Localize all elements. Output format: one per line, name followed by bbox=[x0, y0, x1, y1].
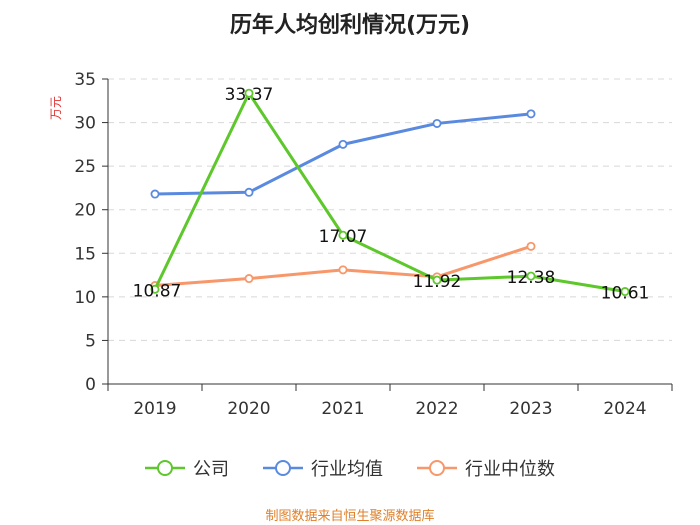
data-label-company-2022: 11.92 bbox=[413, 272, 462, 292]
chart-title: 历年人均创利情况(万元) bbox=[230, 12, 470, 38]
series-line-industry_avg bbox=[154, 112, 532, 196]
source-note: 制图数据来自恒生聚源数据库 bbox=[265, 508, 434, 524]
y-axis-label: 万元 bbox=[49, 96, 63, 120]
data-point-company-2022[interactable] bbox=[432, 275, 442, 285]
data-point-industry_median-2023[interactable] bbox=[526, 241, 536, 251]
data-point-industry_avg-2020[interactable] bbox=[244, 187, 254, 197]
legend-label-company: 公司 bbox=[193, 459, 229, 480]
data-label-company-2021: 17.07 bbox=[319, 227, 368, 247]
grid-lines bbox=[108, 78, 672, 341]
data-label-company-2020: 33.37 bbox=[225, 85, 274, 105]
legend-item-industry_median[interactable]: 行业中位数 bbox=[417, 459, 555, 480]
data-point-company-2019[interactable] bbox=[150, 284, 160, 294]
series-company bbox=[150, 88, 630, 297]
x-tick-label-2024: 2024 bbox=[603, 399, 646, 419]
y-tick-label-10: 10 bbox=[74, 288, 96, 308]
data-point-industry_avg-2023[interactable] bbox=[526, 109, 536, 119]
data-labels: 10.87 33.37 17.07 11.92 12.38 10.61 bbox=[133, 85, 650, 303]
y-tick-label-30: 30 bbox=[74, 114, 96, 134]
legend-item-company[interactable]: 公司 bbox=[145, 459, 229, 480]
data-label-company-2023: 12.38 bbox=[507, 268, 556, 288]
x-tick-label-2022: 2022 bbox=[415, 399, 458, 419]
series-lines bbox=[150, 88, 630, 297]
data-point-industry_avg-2021[interactable] bbox=[338, 139, 348, 149]
legend-marker-company bbox=[157, 460, 173, 476]
data-label-company-2024: 10.61 bbox=[601, 284, 650, 304]
data-point-company-2020[interactable] bbox=[244, 88, 254, 98]
legend: 公司 行业均值 行业中位数 bbox=[145, 459, 555, 480]
legend-item-industry_avg[interactable]: 行业均值 bbox=[263, 459, 383, 480]
y-tick-label-20: 20 bbox=[74, 201, 96, 221]
x-tick-label-2019: 2019 bbox=[133, 399, 176, 419]
y-tick-label-25: 25 bbox=[74, 157, 96, 177]
data-point-company-2024[interactable] bbox=[620, 287, 630, 297]
legend-label-industry_median: 行业中位数 bbox=[465, 459, 555, 480]
data-point-industry_median-2021[interactable] bbox=[338, 265, 348, 275]
data-point-industry_avg-2022[interactable] bbox=[432, 118, 442, 128]
legend-marker-industry_avg bbox=[275, 460, 291, 476]
y-tick-label-35: 35 bbox=[74, 70, 96, 90]
data-point-company-2021[interactable] bbox=[338, 230, 348, 240]
data-point-industry_median-2020[interactable] bbox=[244, 274, 254, 284]
axes: 0 5 10 15 20 25 30 35 2019 2020 2021 2022 2023 2024 bbox=[74, 70, 673, 419]
y-tick-label-15: 15 bbox=[74, 244, 96, 264]
series-line-company bbox=[153, 91, 626, 294]
legend-marker-industry_median bbox=[429, 460, 445, 476]
data-point-company-2023[interactable] bbox=[526, 271, 536, 281]
legend-label-industry_avg: 行业均值 bbox=[311, 459, 383, 480]
data-label-company-2019: 10.87 bbox=[133, 281, 182, 301]
x-tick-label-2020: 2020 bbox=[227, 399, 270, 419]
x-tick-label-2021: 2021 bbox=[321, 399, 364, 419]
series-industry_median bbox=[150, 241, 536, 291]
data-point-industry_avg-2019[interactable] bbox=[150, 189, 160, 199]
y-tick-label-0: 0 bbox=[85, 375, 96, 395]
series-industry_avg bbox=[150, 109, 536, 199]
y-tick-label-5: 5 bbox=[85, 331, 96, 351]
x-tick-label-2023: 2023 bbox=[509, 399, 552, 419]
